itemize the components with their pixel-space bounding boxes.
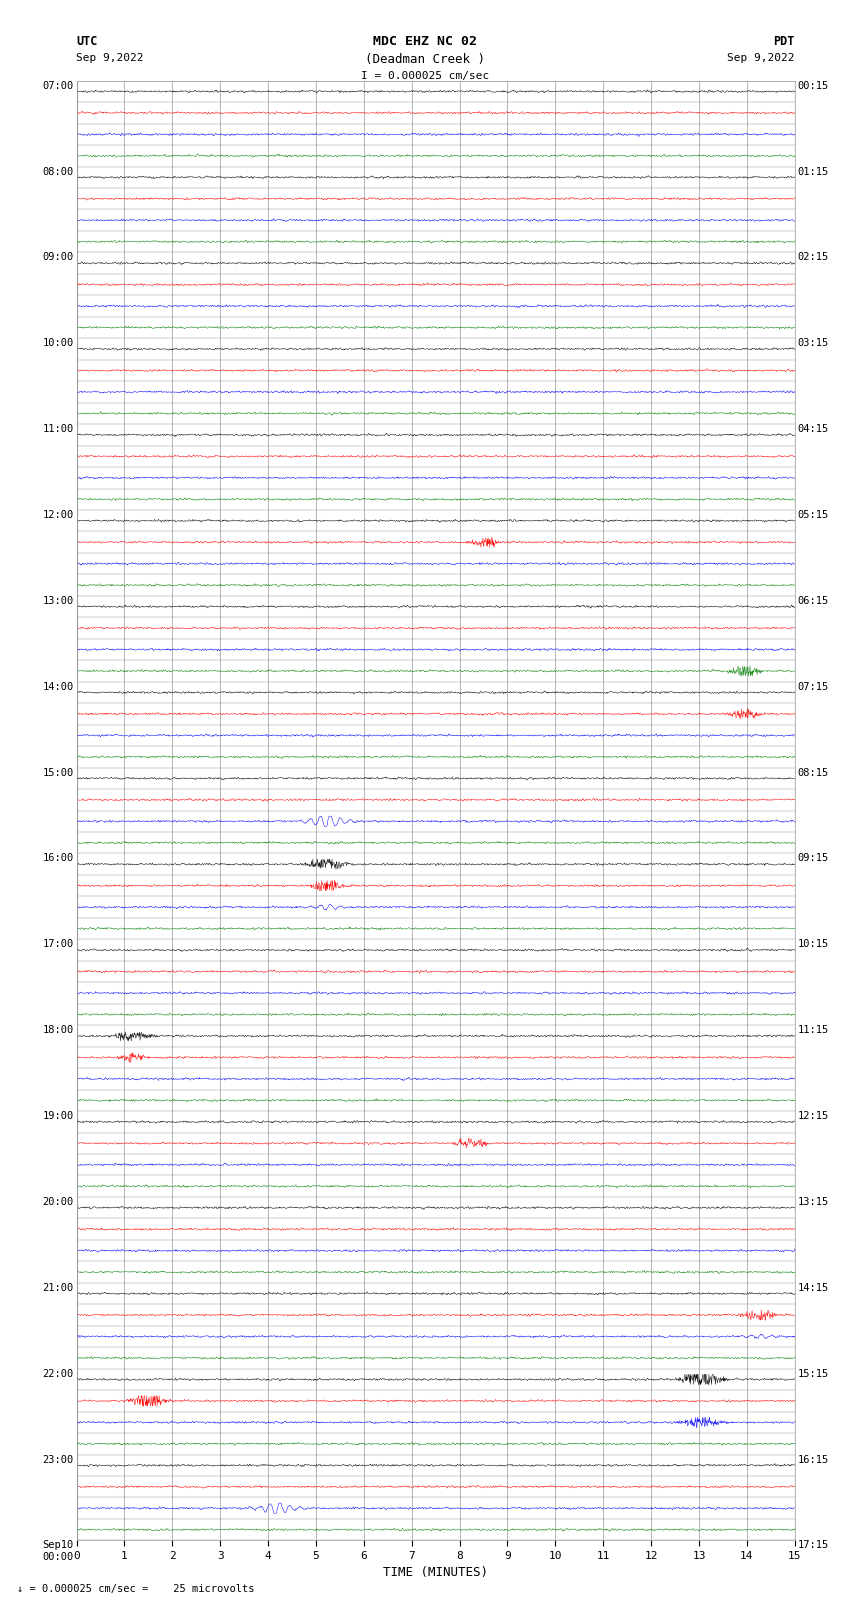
- Text: I = 0.000025 cm/sec: I = 0.000025 cm/sec: [361, 71, 489, 81]
- Text: UTC: UTC: [76, 35, 98, 48]
- Text: (Deadman Creek ): (Deadman Creek ): [365, 53, 485, 66]
- Text: Sep 9,2022: Sep 9,2022: [76, 53, 144, 63]
- Text: ↓ = 0.000025 cm/sec =    25 microvolts: ↓ = 0.000025 cm/sec = 25 microvolts: [17, 1584, 254, 1594]
- Text: Sep 9,2022: Sep 9,2022: [728, 53, 795, 63]
- Text: PDT: PDT: [774, 35, 795, 48]
- Text: MDC EHZ NC 02: MDC EHZ NC 02: [373, 35, 477, 48]
- X-axis label: TIME (MINUTES): TIME (MINUTES): [383, 1566, 488, 1579]
